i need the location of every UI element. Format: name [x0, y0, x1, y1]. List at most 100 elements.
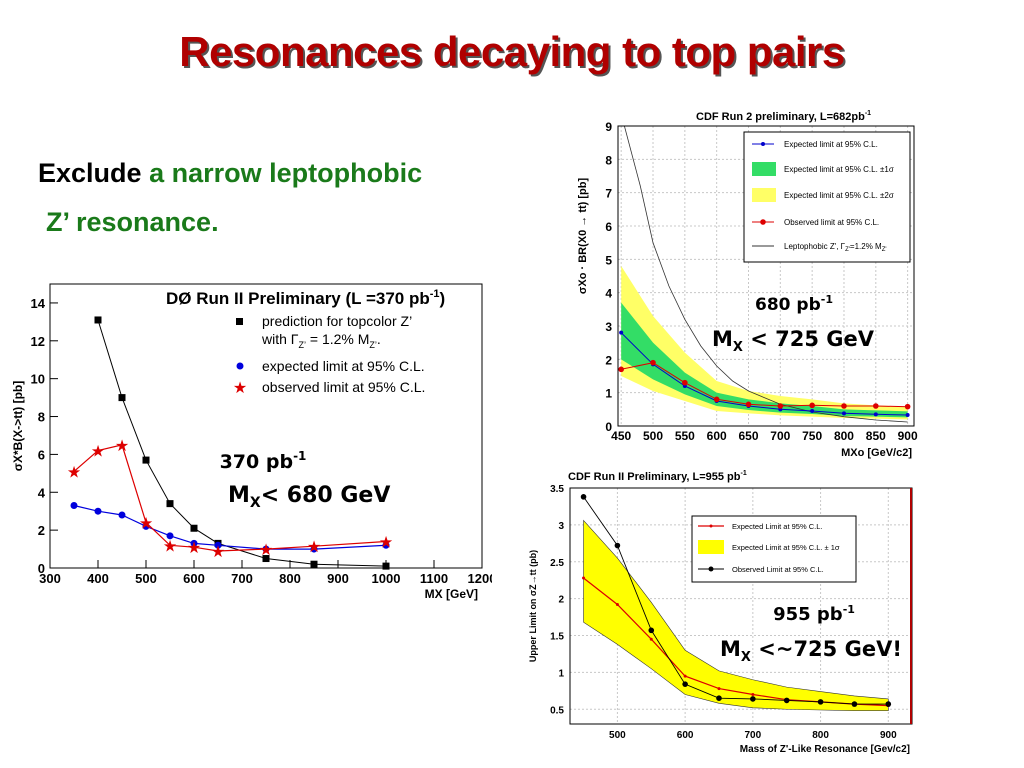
cdf682-ytick-label-6: 6: [605, 220, 612, 234]
cdf955-ytick-label-5: 3: [558, 521, 564, 532]
bullet-narrow-leptophobic: a narrow leptophobic: [149, 158, 423, 188]
d0-xtick-label-1: 400: [87, 571, 109, 586]
cdf955-observed-point: [817, 699, 824, 705]
cdf682-legend-theory: Leptophobic Z', ΓZ'=1.2% MZ': [784, 242, 887, 253]
d0-observed-point: ★: [139, 516, 153, 533]
cdf955-xtick-label-1: 600: [677, 730, 694, 741]
d0-ylabel: σX*B(X->tt) [pb]: [11, 381, 25, 472]
d0-xtick-label-3: 600: [183, 571, 205, 586]
cdf955-ytick-label-3: 2: [558, 595, 564, 606]
cdf955-observed-point: [885, 701, 892, 707]
cdf682-legend-band2-swatch: [752, 188, 776, 202]
d0-observed-line: [73, 444, 387, 552]
d0-xlabel: MX [GeV]: [425, 587, 478, 601]
cdf955-xlabel: Mass of Z'-Like Resonance [Gev/c2]: [740, 744, 910, 755]
cdf955-observed-point: [783, 697, 790, 704]
cdf682-observed-line: [621, 362, 908, 408]
cdf-682-plot-svg: 0 1 2 3 4 5 6 7 8 9 450 500 550 600 650 700 750 800 850 900…: [566, 104, 920, 460]
cdf955-observed-point: [750, 696, 756, 702]
d0-xtick-label-4: 700: [231, 571, 253, 586]
d0-xtick-label-8: 1100: [420, 571, 448, 586]
cdf955-legend-band: Expected Limit at 95% C.L. ± 1σ: [732, 543, 840, 552]
cdf955-observed-point: [648, 627, 655, 634]
d0-observed-point: ★: [379, 534, 393, 551]
d0-ytick-label-4: 8: [38, 410, 45, 425]
cdf682-legend-band1: Expected limit at 95% C.L. ±1σ: [784, 165, 894, 174]
cdf682-ytick-label-1: 1: [605, 387, 612, 401]
cdf682-observed-point: [904, 403, 911, 410]
d0-prediction-point: [382, 562, 390, 570]
d0-expected-line: [73, 504, 387, 550]
d0-prediction-point: [166, 500, 174, 508]
cdf682-ytick-label-4: 4: [605, 287, 612, 301]
cdf682-xtick-label-1: 500: [643, 429, 663, 443]
cdf682-ytick-label-2: 2: [605, 353, 612, 367]
d0-observed-point: ★: [115, 438, 129, 455]
d0-legend-prediction-width: with ΓZ’ = 1.2% MZ’.: [261, 331, 381, 350]
cdf682-expected-point: [873, 412, 878, 417]
d0-ytick-label-6: 12: [31, 334, 45, 349]
cdf682-title: CDF Run 2 preliminary, L=682pb-1: [696, 110, 871, 123]
d0-expected-point: [214, 541, 222, 549]
cdf682-legend-observed: Observed limit at 95% C.L.: [784, 218, 879, 227]
cdf682-annotation-limit: MX < 725 GeV: [712, 327, 875, 355]
d0-xtick-label-0: 300: [39, 571, 61, 586]
d0-legend-expected-marker: [236, 362, 244, 370]
cdf955-background: [522, 460, 924, 760]
cdf955-legend-observed: Observed Limit at 95% C.L.: [732, 565, 824, 574]
cdf955-annotation-limit: MX <~725 GeV!: [720, 637, 902, 665]
cdf955-observed-point: [716, 695, 722, 701]
cdf955-xtick-label-0: 500: [609, 730, 626, 741]
d0-ytick-label-1: 2: [38, 523, 45, 538]
cdf955-expected-point: [649, 637, 653, 641]
cdf955-expected-point: [751, 693, 755, 696]
d0-ytick-label-2: 4: [38, 485, 46, 500]
cdf682-observed-point: [650, 359, 656, 366]
cdf955-ytick-label-1: 1: [558, 668, 564, 679]
d0-observed-point: ★: [163, 538, 177, 555]
cdf955-ylabel: Upper Limit on σZ→tt (pb): [528, 550, 538, 662]
d0-annotation-limit: MX< 680 GeV: [228, 483, 390, 511]
cdf955-ytick-label-0: 0.5: [550, 705, 564, 716]
d0-ytick-label-7: 14: [31, 296, 46, 311]
cdf682-observed-point: [682, 379, 688, 386]
cdf682-ytick-label-7: 7: [605, 187, 612, 201]
d0-legend-observed-marker: ★: [233, 380, 247, 397]
cdf682-legend-expected: Expected limit at 95% C.L.: [784, 140, 878, 149]
cdf682-expected-point: [841, 411, 846, 416]
cdf682-ytick-label-8: 8: [605, 153, 612, 167]
d0-xtick-label-6: 900: [327, 571, 349, 586]
d0-expected-point: [190, 539, 198, 547]
cdf682-xtick-label-9: 900: [898, 429, 918, 443]
cdf682-expected-point: [905, 413, 910, 417]
cdf682-ytick-label-3: 3: [605, 320, 612, 334]
cdf955-ytick-label-2: 1.5: [550, 632, 564, 643]
d0-annotation-lumi: 370 pb-1: [220, 449, 307, 473]
cdf682-theory-line: [624, 125, 908, 423]
d0-legend-prediction: prediction for topcolor Z’: [262, 313, 412, 329]
cdf682-frame: [617, 125, 915, 427]
d0-expected-point: [382, 541, 390, 549]
cdf682-ytick-label-0: 0: [605, 420, 612, 434]
cdf955-legend-observed-marker: [708, 566, 714, 572]
d0-legend-observed: observed limit at 95% C.L.: [262, 379, 425, 395]
cdf955-expected-point: [582, 576, 586, 580]
cdf-955-plot-svg: 0.5 1 1.5 2 2.5 3 3.5 500 600 700 800 900 Upper Limi…: [522, 460, 924, 760]
cdf682-ylabel: σXo · BR(X0 → tt) [pb]: [577, 178, 589, 295]
cdf682-expected-line: [620, 332, 908, 416]
d0-expected-point: [310, 545, 318, 553]
cdf955-observed-point: [682, 681, 688, 687]
cdf955-ytick-label-6: 3.5: [550, 484, 564, 495]
cdf955-ytick-label-4: 2.5: [550, 558, 564, 569]
cdf955-expected-point: [717, 687, 721, 691]
cdf955-legend-expected-marker: [709, 524, 713, 528]
cdf682-observed-point: [777, 403, 784, 409]
cdf955-band-1sigma: [583, 519, 889, 712]
cdf-682-plot: 0 1 2 3 4 5 6 7 8 9 450 500 550 600 650 700 750 800 850 900…: [566, 104, 920, 460]
cdf955-title: CDF Run II Preliminary, L=955 pb-1: [568, 470, 747, 483]
d0-expected-point: [118, 511, 126, 519]
cdf682-legend-band1-swatch: [752, 162, 776, 176]
cdf682-xtick-label-5: 700: [770, 429, 790, 443]
cdf955-xtick-label-4: 900: [880, 730, 897, 741]
cdf955-expected-point: [683, 674, 687, 678]
